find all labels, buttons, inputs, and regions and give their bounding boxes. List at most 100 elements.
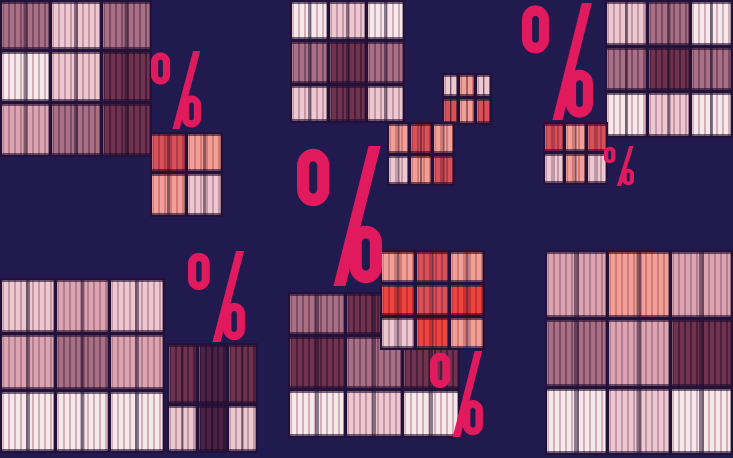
container-cell-light (52, 51, 100, 102)
container-cell-brightred (451, 284, 484, 316)
container-cell-dark (199, 406, 226, 451)
container-cell-light (444, 75, 458, 96)
container-cell-red (444, 98, 458, 123)
container-cell-red (476, 98, 490, 123)
container-cell-red (433, 155, 453, 184)
container-row (382, 318, 484, 348)
percent-glyph (297, 146, 382, 286)
container-cell-white (671, 389, 731, 453)
container-stack-top-right (605, 0, 733, 138)
container-row (2, 51, 150, 102)
container-cell-mauve (292, 41, 327, 84)
container-cell-red (416, 252, 449, 282)
container-stack-bottom-left-small (167, 343, 258, 453)
container-cell-mauve (56, 334, 109, 389)
container-stack-bottom-right (545, 250, 733, 455)
container-row (545, 124, 606, 151)
container-cell-pink (609, 319, 669, 387)
container-cell-red (416, 284, 449, 316)
container-row (545, 153, 606, 183)
container-cell-red (411, 124, 431, 153)
container-stack-top-right-small (543, 122, 608, 185)
container-row (169, 345, 256, 404)
container-cell-mauve (2, 2, 50, 49)
container-stack-middle-small (387, 122, 455, 186)
container-cell-salmon (188, 134, 221, 171)
percent-icon (604, 146, 634, 186)
container-cell-red (545, 124, 564, 151)
container-row (2, 391, 164, 452)
container-cell-maroon (229, 345, 256, 404)
container-row (290, 391, 458, 437)
container-cell-white (547, 389, 607, 453)
container-row (2, 2, 150, 49)
container-cell-light (111, 280, 164, 332)
container-cell-white (404, 391, 458, 437)
container-cell-white (2, 51, 50, 102)
container-cell-light (545, 153, 564, 183)
container-cell-maroon (671, 319, 731, 387)
container-row (2, 104, 150, 155)
container-cell-light (188, 173, 221, 215)
container-cell-mauve (102, 2, 150, 49)
container-cell-mauve (649, 2, 689, 45)
container-cell-maroon (290, 337, 344, 389)
container-stack-top-middle (290, 0, 405, 123)
container-row (152, 134, 221, 171)
container-cell-white (2, 391, 54, 452)
container-cell-salmon (382, 252, 414, 282)
container-cell-light (382, 318, 414, 348)
container-row (382, 284, 484, 316)
container-cell-light (607, 2, 647, 45)
container-row (292, 86, 403, 121)
container-row (607, 47, 731, 91)
container-row (607, 2, 731, 45)
container-cell-light (649, 93, 689, 137)
container-cell-salmon (451, 252, 484, 282)
percent-glyph (430, 351, 483, 437)
container-cell-salmon (566, 153, 585, 183)
container-cell-light (330, 2, 365, 39)
percent-glyph (188, 251, 245, 342)
container-cell-light (2, 280, 54, 332)
container-cell-maroon (102, 104, 150, 155)
container-cell-light (229, 406, 256, 451)
container-cell-white (368, 2, 403, 39)
container-cell-light (292, 86, 327, 121)
container-cell-mauve (290, 294, 344, 335)
container-cell-brightred (416, 318, 449, 348)
container-cell-maroon (330, 41, 365, 84)
container-cell-mauve (368, 41, 403, 84)
container-cell-light (368, 86, 403, 121)
container-row (169, 406, 256, 451)
container-cell-white (607, 93, 647, 137)
container-stack-top-left (0, 0, 152, 157)
container-cell-light (609, 389, 669, 453)
container-row (547, 252, 731, 317)
container-cell-salmon (609, 252, 669, 317)
container-cell-pink (671, 252, 731, 317)
container-cell-salmon (451, 318, 484, 348)
container-row (152, 173, 221, 215)
container-row (444, 98, 490, 123)
container-cell-salmon (433, 124, 453, 153)
container-cell-light (347, 391, 401, 437)
container-cell-light (587, 153, 606, 183)
container-cell-salmon (566, 124, 585, 151)
container-cell-light (389, 155, 409, 184)
container-cell-white (111, 391, 164, 452)
container-cell-maroon (102, 51, 150, 102)
container-row (292, 41, 403, 84)
percent-glyph (522, 3, 593, 120)
container-cell-salmon (460, 75, 474, 96)
container-cell-salmon (411, 155, 431, 184)
percent-icon (297, 146, 382, 286)
percent-glyph (604, 146, 634, 186)
container-cell-pink (56, 280, 109, 332)
container-stack-top-middle-mini (442, 73, 492, 125)
container-cell-light (476, 75, 490, 96)
container-cell-pink (547, 252, 607, 317)
percent-icon (522, 3, 593, 120)
container-row (547, 389, 731, 453)
